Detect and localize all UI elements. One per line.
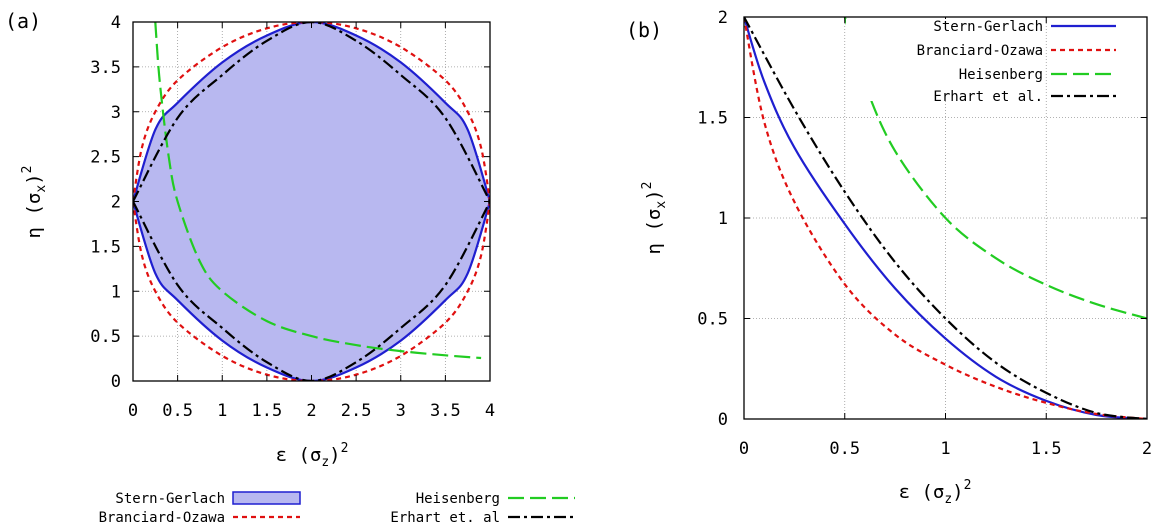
x-tick-label: 3	[396, 401, 406, 421]
panel-a-label: (a)	[5, 9, 41, 33]
x-tick-label: 0	[739, 439, 749, 459]
legend-b-label-1: Branciard-Ozawa	[917, 43, 1043, 59]
x-tick-label: 4	[485, 401, 495, 421]
y-tick-label: 0.5	[90, 327, 121, 347]
y-tick-label: 0	[111, 372, 121, 392]
x-tick-label: 3.5	[430, 401, 461, 421]
panel-b-ylabel: η (σx)2	[640, 182, 669, 255]
x-tick-label: 0.5	[162, 401, 193, 421]
legend-b-label-0: Stern-Gerlach	[933, 19, 1043, 35]
y-tick-label: 4	[111, 13, 121, 33]
series-stern-gerlach-upper	[133, 22, 490, 202]
series-branciard-ozawa-line	[744, 17, 1147, 419]
y-tick-label: 0.5	[697, 310, 728, 330]
panel-a-xlabel: ε (σz)2	[276, 441, 349, 470]
y-tick-label: 0	[718, 410, 728, 430]
panel-b-label: (b)	[626, 18, 662, 42]
x-tick-label: 1.5	[252, 401, 283, 421]
x-tick-label: 2.5	[341, 401, 372, 421]
panel-a-legend: Stern-Gerlach Branciard-Ozawa Heisenberg…	[99, 491, 575, 526]
x-tick-label: 0.5	[829, 439, 860, 459]
y-tick-label: 2.5	[90, 148, 121, 168]
legend-b-label-3: Erhart et al.	[933, 89, 1043, 105]
y-tick-label: 3.5	[90, 58, 121, 78]
x-tick-label: 2	[1142, 439, 1152, 459]
panel-b-xlabel: ε (σz)2	[899, 478, 972, 507]
panel-a-ylabel: η (σx)2	[20, 166, 49, 239]
legend-b-label-2: Heisenberg	[959, 67, 1043, 83]
legend-a-label-2: Heisenberg	[416, 491, 500, 507]
panel-a-ticks: 0 0.5 1 1.5 2 2.5 3 3.5 4 0 0.5 1 1.5 2 2.5 3 3.5 4	[90, 13, 495, 421]
y-tick-label: 2	[111, 193, 121, 213]
y-tick-label: 1	[718, 209, 728, 229]
legend-a-label-1: Branciard-Ozawa	[99, 510, 225, 526]
panel-a-series	[133, 22, 490, 381]
legend-a-label-0: Stern-Gerlach	[115, 491, 225, 507]
panel-b-ticks: 0 0.5 1 1.5 2 0 0.5 1 1.5 2	[697, 8, 1152, 459]
y-tick-label: 1.5	[697, 109, 728, 129]
y-tick-label: 3	[111, 103, 121, 123]
series-branciard-ozawa-lower	[133, 201, 490, 381]
y-tick-label: 2	[718, 8, 728, 28]
series-stern-gerlach-line	[744, 17, 1147, 419]
series-heisenberg-line	[154, 22, 482, 360]
legend-a-swatch-0	[232, 491, 301, 505]
series-erhart-et-al-upper	[133, 22, 490, 203]
y-tick-label: 1.5	[90, 237, 121, 257]
legend-a-label-3: Erhart et. al	[390, 510, 500, 526]
y-tick-label: 1	[111, 282, 121, 302]
x-tick-label: 2	[306, 401, 316, 421]
series-stern-gerlach-fill	[133, 22, 490, 381]
series-stern-gerlach-lower	[133, 201, 490, 381]
x-tick-label: 1.5	[1031, 439, 1062, 459]
series-branciard-ozawa-upper	[133, 22, 490, 202]
panel-b: (b) 0 0.5 1 1.5 2 0 0.5 1 1.5 2 ε (σz)2 η (σx)2 S…	[626, 8, 1152, 507]
x-tick-label: 0	[128, 401, 138, 421]
panel-b-legend: Stern-Gerlach Branciard-Ozawa Heisenberg…	[846, 19, 1116, 105]
x-tick-label: 1	[940, 439, 950, 459]
panel-a: (a) 0 0.5 1 1.5 2 2.5 3 3.5 4 0 0.5 1 1.5 2 2.5 3 3.5 4 ε…	[5, 9, 575, 526]
series-erhart-et-al-lower	[133, 200, 490, 381]
x-tick-label: 1	[217, 401, 227, 421]
legend-b-background	[846, 19, 1044, 101]
